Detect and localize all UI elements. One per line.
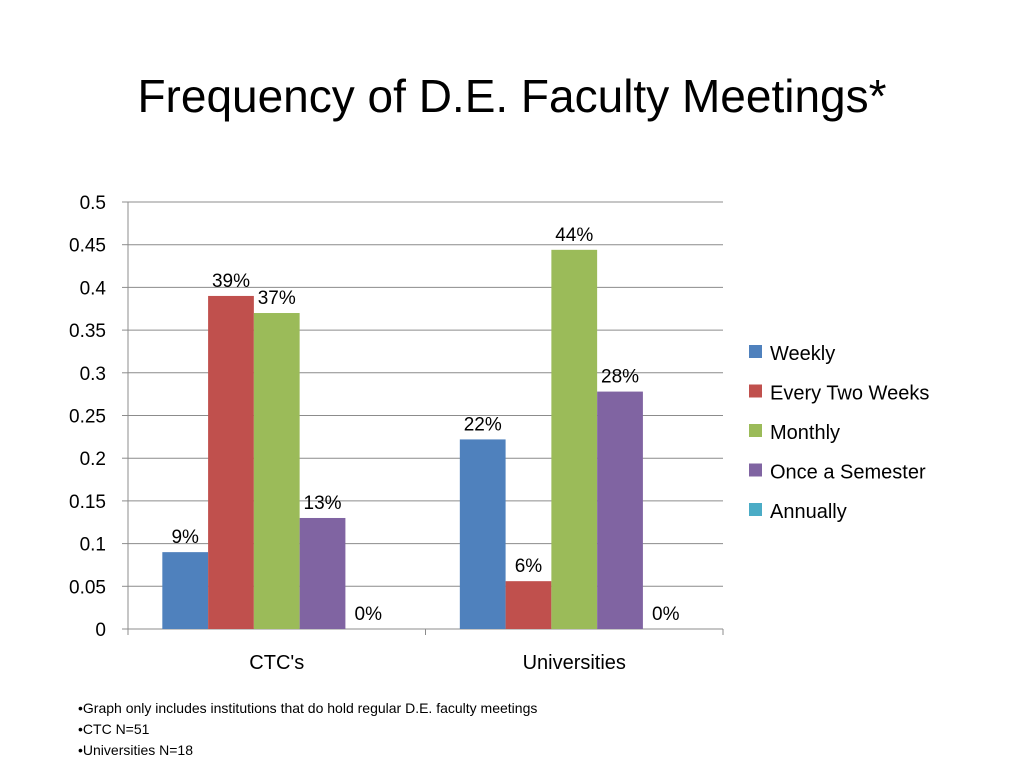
legend-label: Weekly xyxy=(770,343,835,365)
data-label: 28% xyxy=(601,367,639,388)
data-label: 6% xyxy=(515,556,543,577)
data-label: 0% xyxy=(652,604,680,625)
bar xyxy=(162,552,209,629)
legend-label: Annually xyxy=(770,501,847,523)
bar xyxy=(459,439,506,629)
data-label: 39% xyxy=(212,271,250,292)
bar xyxy=(253,313,300,629)
data-label: 13% xyxy=(304,493,342,514)
data-label: 22% xyxy=(464,414,502,435)
footnote: •Universities N=18 xyxy=(78,742,194,758)
bar-chart: 0 0.05 0.1 0.15 0.2 0.25 0.3 0.35 0.4 0.45 0.5 CTC'… xyxy=(69,193,929,674)
data-label: 44% xyxy=(555,225,593,246)
bar xyxy=(299,517,346,629)
bar xyxy=(505,581,552,629)
footnote: •Graph only includes institutions that d… xyxy=(78,700,538,716)
y-tick-label: 0.15 xyxy=(69,492,106,513)
bar xyxy=(208,295,254,629)
bar xyxy=(551,249,598,629)
legend-label: Monthly xyxy=(770,422,840,444)
legend-swatch xyxy=(749,345,762,358)
x-category-label: CTC's xyxy=(249,652,304,674)
data-label: 9% xyxy=(171,527,199,548)
axes: 0 0.05 0.1 0.15 0.2 0.25 0.3 0.35 0.4 0.45 0.5 CTC'… xyxy=(69,193,724,674)
legend-label: Once a Semester xyxy=(770,462,926,484)
y-tick-label: 0.45 xyxy=(69,236,106,257)
y-tick-label: 0.4 xyxy=(80,278,107,299)
y-tick-label: 0 xyxy=(95,620,106,641)
y-tick-label: 0.05 xyxy=(69,577,106,598)
legend-swatch xyxy=(749,463,762,477)
legend-label: Every Two Weeks xyxy=(770,383,929,405)
data-label: 0% xyxy=(355,604,383,625)
legend-swatch xyxy=(749,503,762,516)
legend-swatch xyxy=(749,384,762,398)
x-category-label: Universities xyxy=(523,652,626,674)
legend-swatch xyxy=(749,424,762,437)
bar xyxy=(597,391,643,629)
footnotes: •Graph only includes institutions that d… xyxy=(78,698,978,761)
footnote: •CTC N=51 xyxy=(78,721,150,737)
legend: Weekly Every Two Weeks Monthly Once a Semes… xyxy=(749,343,929,523)
y-tick-label: 0.1 xyxy=(80,535,106,556)
y-tick-label: 0.5 xyxy=(80,193,106,214)
y-tick-label: 0.25 xyxy=(69,407,106,428)
data-labels: 9% 22% 39% 6% 37% 44% 13% 28% 0% 0% xyxy=(171,225,679,625)
bars xyxy=(162,249,643,629)
y-tick-label: 0.35 xyxy=(69,321,106,342)
slide-title: Frequency of D.E. Faculty Meetings* xyxy=(137,70,887,122)
data-label: 37% xyxy=(258,288,296,309)
y-tick-label: 0.2 xyxy=(80,449,106,470)
y-tick-label: 0.3 xyxy=(80,364,106,385)
